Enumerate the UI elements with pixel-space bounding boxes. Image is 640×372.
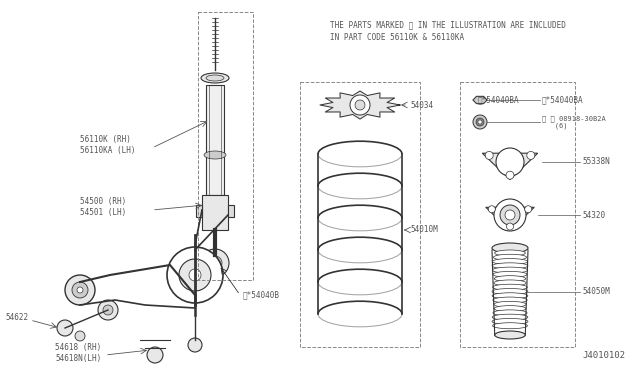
Text: 54320: 54320 <box>582 211 605 219</box>
Ellipse shape <box>493 310 527 316</box>
Ellipse shape <box>204 151 226 159</box>
Circle shape <box>179 259 211 291</box>
Ellipse shape <box>495 331 525 339</box>
Ellipse shape <box>492 263 528 269</box>
Circle shape <box>75 331 85 341</box>
Circle shape <box>167 247 223 303</box>
Text: 55338N: 55338N <box>582 157 610 167</box>
Circle shape <box>485 151 493 159</box>
Ellipse shape <box>495 250 525 256</box>
Circle shape <box>212 260 218 266</box>
Ellipse shape <box>493 272 527 278</box>
Circle shape <box>505 210 515 220</box>
Bar <box>196 205 202 217</box>
Ellipse shape <box>492 318 528 324</box>
Circle shape <box>350 95 370 115</box>
Circle shape <box>488 206 495 213</box>
Text: 54622: 54622 <box>5 314 28 323</box>
Bar <box>198 12 253 280</box>
Ellipse shape <box>492 289 528 295</box>
Ellipse shape <box>494 301 526 307</box>
Text: ※ Ⓝ 08918-30B2A
   (6): ※ Ⓝ 08918-30B2A (6) <box>542 115 605 129</box>
Polygon shape <box>483 153 538 180</box>
Ellipse shape <box>492 243 528 253</box>
Text: 54050M: 54050M <box>582 287 610 296</box>
Text: 54500 (RH)
54501 (LH): 54500 (RH) 54501 (LH) <box>80 197 126 217</box>
Ellipse shape <box>201 73 229 83</box>
Polygon shape <box>486 207 534 230</box>
Text: ※*54040B: ※*54040B <box>243 291 280 299</box>
Text: 54034: 54034 <box>410 100 433 109</box>
Circle shape <box>77 287 83 293</box>
Circle shape <box>494 199 526 231</box>
Text: ※*54040BA: ※*54040BA <box>478 96 520 105</box>
Text: J4010102: J4010102 <box>582 351 625 360</box>
Circle shape <box>189 269 201 281</box>
Circle shape <box>355 100 365 110</box>
Ellipse shape <box>493 284 527 290</box>
Text: 54618 (RH)
54618N(LH): 54618 (RH) 54618N(LH) <box>55 343 101 363</box>
Ellipse shape <box>493 297 527 303</box>
Ellipse shape <box>493 280 526 286</box>
Circle shape <box>525 206 532 213</box>
Circle shape <box>500 205 520 225</box>
Ellipse shape <box>492 314 528 320</box>
Bar <box>300 82 420 347</box>
Circle shape <box>65 275 95 305</box>
Bar <box>460 82 575 347</box>
Text: ※*54040BA: ※*54040BA <box>542 96 584 105</box>
Ellipse shape <box>206 75 224 81</box>
Text: 56110K (RH)
56110KA (LH): 56110K (RH) 56110KA (LH) <box>80 135 136 155</box>
Text: 54010M: 54010M <box>410 225 438 234</box>
Circle shape <box>98 300 118 320</box>
Polygon shape <box>320 91 400 119</box>
Circle shape <box>478 120 482 124</box>
Circle shape <box>208 256 222 270</box>
Circle shape <box>496 148 524 176</box>
Ellipse shape <box>493 323 527 329</box>
Bar <box>206 85 224 195</box>
Circle shape <box>473 115 487 129</box>
Polygon shape <box>473 96 487 104</box>
Circle shape <box>506 171 514 179</box>
Bar <box>228 205 234 217</box>
Ellipse shape <box>494 306 526 312</box>
Circle shape <box>72 282 88 298</box>
Circle shape <box>506 223 513 230</box>
Ellipse shape <box>492 267 528 273</box>
Circle shape <box>147 347 163 363</box>
Ellipse shape <box>494 276 525 282</box>
Ellipse shape <box>492 259 527 264</box>
Text: THE PARTS MARKED ※ IN THE ILLUSTRATION ARE INCLUDED
IN PART CODE 56110K & 56110K: THE PARTS MARKED ※ IN THE ILLUSTRATION A… <box>330 20 566 42</box>
Bar <box>202 195 228 230</box>
Ellipse shape <box>492 293 528 299</box>
Circle shape <box>201 249 229 277</box>
Ellipse shape <box>493 254 527 260</box>
Circle shape <box>103 305 113 315</box>
Circle shape <box>476 118 484 126</box>
Circle shape <box>57 320 73 336</box>
Circle shape <box>188 338 202 352</box>
Circle shape <box>527 151 535 159</box>
